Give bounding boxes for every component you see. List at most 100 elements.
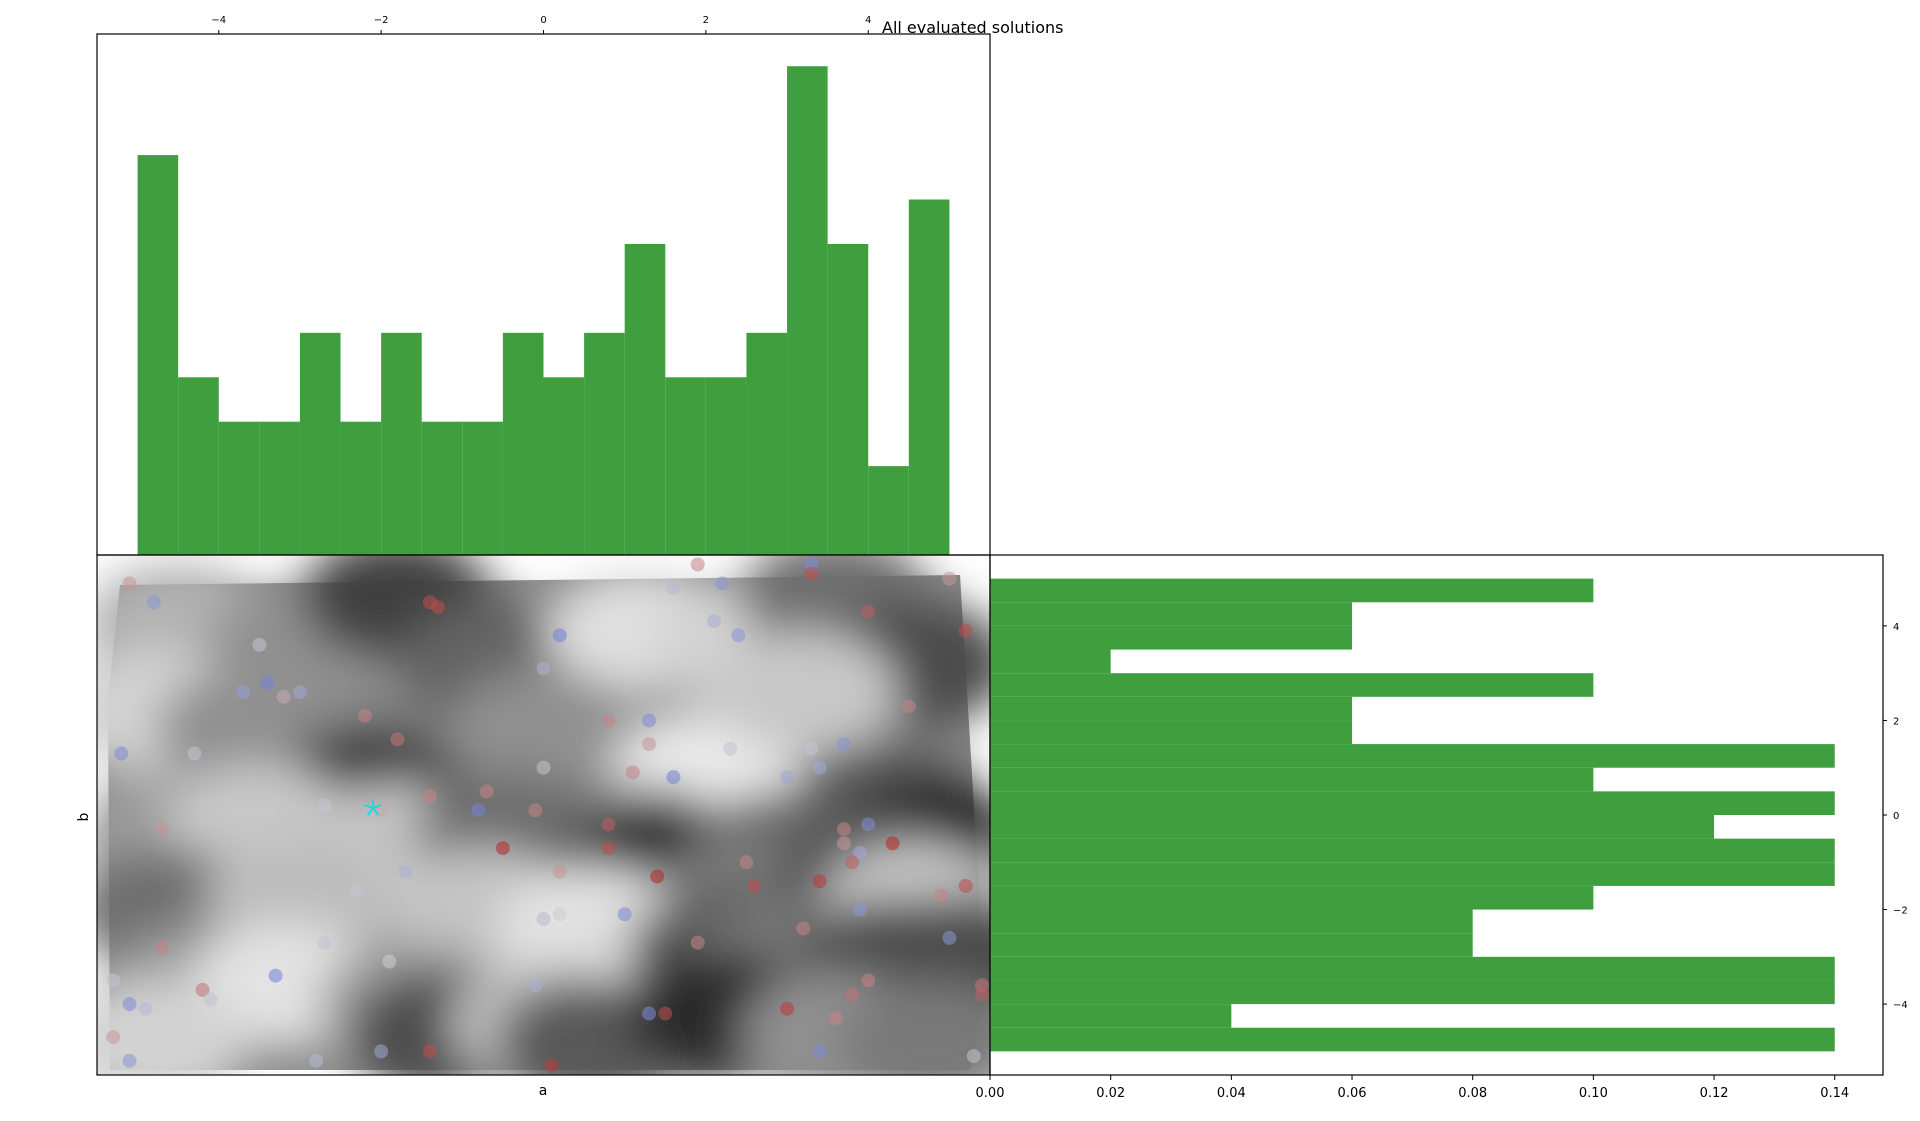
scatter-point (666, 770, 681, 785)
scatter-point (958, 623, 973, 638)
top-histogram-bar (624, 243, 666, 555)
scatter-point (853, 902, 868, 917)
scatter-point (309, 1053, 324, 1068)
scatter-point (836, 822, 851, 837)
right-x-tick-label: 0.04 (1217, 1086, 1246, 1101)
scatter-point (812, 874, 827, 889)
scatter-point (317, 935, 332, 950)
best-star-arm (366, 807, 374, 816)
scatter-point (138, 1001, 153, 1016)
top-histogram-bar (868, 466, 909, 555)
top-histogram-bar (218, 421, 260, 555)
scatter-point (901, 699, 916, 714)
scatter-point (796, 921, 811, 936)
right-histogram-bar (990, 956, 1835, 981)
right-x-tick-label: 0.06 (1338, 1086, 1367, 1101)
top-histogram-bar (705, 377, 747, 555)
scatter-points (106, 557, 989, 1073)
scatter-point (528, 978, 543, 993)
top-histogram-bar (502, 332, 544, 555)
contour-region (708, 630, 899, 755)
scatter-point (974, 987, 989, 1002)
top-histogram-bars (137, 66, 950, 556)
scatter-point (885, 836, 900, 851)
scatter-point (666, 581, 681, 596)
scatter-point (861, 817, 876, 832)
scatter-point (934, 888, 949, 903)
scatter-point (390, 732, 405, 747)
contour-region (97, 979, 249, 1075)
scatter-point (958, 878, 973, 893)
right-x-tick-label: 0.12 (1700, 1086, 1729, 1101)
top-x-tick-label: −2 (374, 15, 389, 26)
top-histogram-bar (462, 421, 503, 555)
right-histogram-bar (990, 862, 1835, 886)
top-histogram-x-ticks: −4 −2 0 2 4 (211, 15, 871, 34)
right-y-tick-label: 0 (1893, 811, 1899, 822)
right-histogram-bar (990, 744, 1835, 768)
scatter-point (122, 1053, 137, 1068)
top-histogram-bar (259, 421, 300, 555)
scatter-point (861, 973, 876, 988)
scatter-point (942, 930, 957, 945)
right-x-tick-label: 0.10 (1579, 1086, 1608, 1101)
scatter-point (617, 907, 632, 922)
right-histogram-bar (990, 625, 1353, 650)
scatter-point (154, 940, 169, 955)
scatter-point (780, 770, 795, 785)
x-axis-label: a (539, 1083, 548, 1099)
right-histogram-bar (990, 933, 1473, 957)
scatter-point (374, 1044, 389, 1059)
scatter-point (422, 789, 437, 804)
top-histogram: −4 −2 0 2 4 (96, 15, 991, 556)
scatter-point (706, 614, 721, 629)
right-histogram-bar (990, 602, 1353, 626)
scatter-point (544, 1058, 559, 1073)
right-x-tick-label: 0.08 (1458, 1086, 1487, 1101)
scatter-point (398, 864, 413, 879)
best-star-arm (372, 804, 382, 809)
scatter-point (690, 557, 705, 572)
scatter-point (122, 997, 137, 1012)
scatter-point (966, 1049, 981, 1064)
scatter-point (642, 713, 657, 728)
top-histogram-bar (340, 421, 382, 555)
scatter-point (252, 637, 267, 652)
right-histogram-bar (990, 791, 1835, 815)
right-histogram: 4 2 0 −2 −4 0.00 0.02 0.04 0.06 0.08 0.10 0.12 0.14 (976, 554, 1908, 1101)
right-x-tick-label: 0.02 (1096, 1086, 1125, 1101)
top-histogram-bar (665, 377, 706, 555)
right-histogram-bar (990, 767, 1594, 792)
scatter-point (268, 968, 283, 983)
top-x-tick-label: 0 (540, 15, 546, 26)
scatter-point (723, 741, 738, 756)
scatter-point (836, 737, 851, 752)
scatter-point (844, 855, 859, 870)
scatter-contour-panel: a b (76, 554, 991, 1099)
scatter-point (317, 798, 332, 813)
scatter-point (804, 741, 819, 756)
scatter-point (853, 845, 868, 860)
contour-region (838, 979, 990, 1075)
scatter-point (236, 685, 251, 700)
scatter-point (690, 935, 705, 950)
scatter-point (106, 973, 121, 988)
figure-title: All evaluated solutions (882, 18, 1063, 37)
top-histogram-bar (381, 332, 422, 555)
scatter-point (536, 760, 551, 775)
scatter-point (650, 869, 665, 884)
right-y-tick-label: 2 (1893, 716, 1899, 727)
scatter-point (844, 987, 859, 1002)
scatter-point (642, 737, 657, 752)
y-axis-label: b (76, 812, 92, 821)
right-histogram-bar (990, 980, 1835, 1005)
right-histogram-bar (990, 815, 1715, 839)
right-x-tick-label: 0.14 (1820, 1086, 1849, 1101)
scatter-point (106, 1030, 121, 1045)
best-star-arm (372, 807, 380, 816)
scatter-point (552, 907, 567, 922)
scatter-point (292, 685, 307, 700)
right-histogram-y-ticks: 4 2 0 −2 −4 (1883, 622, 1908, 1011)
right-x-tick-label: 0.00 (976, 1086, 1005, 1101)
